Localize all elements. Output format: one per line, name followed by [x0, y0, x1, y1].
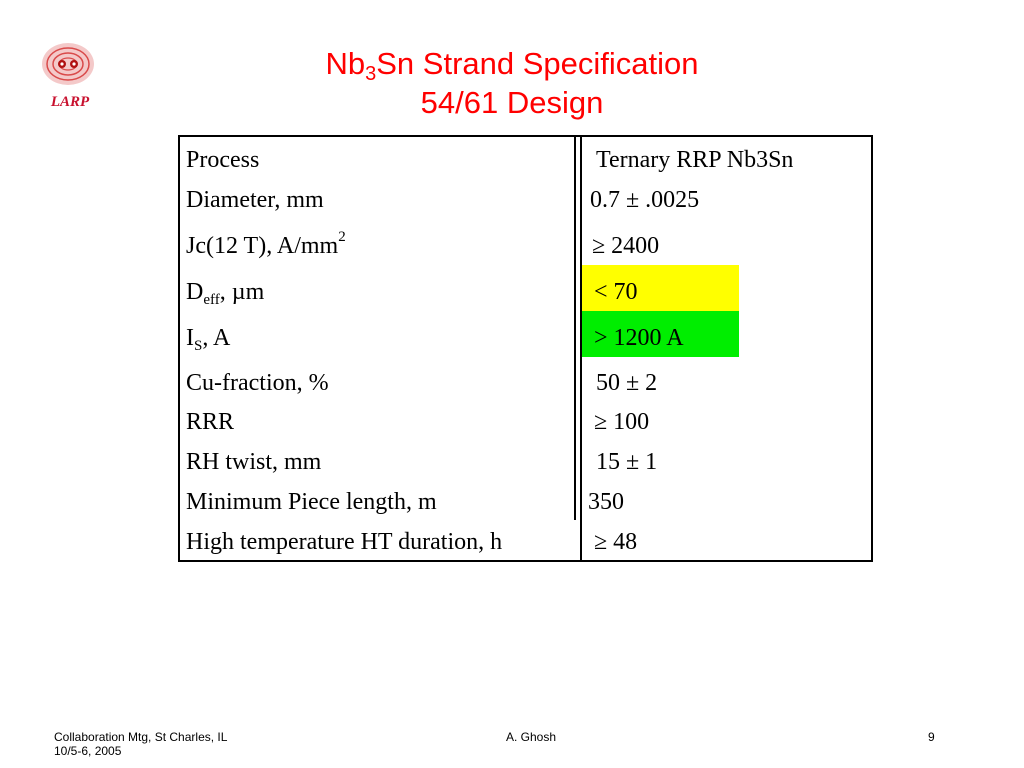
table-row: RRR ≥ 100	[180, 405, 871, 445]
table-row: Diameter, mm 0.7 ± .0025	[180, 183, 871, 223]
param-text: , A	[202, 325, 231, 351]
footer-author: A. Ghosh	[506, 730, 557, 744]
param-label: Jc(12 T), A/mm2	[186, 230, 346, 260]
table-row: Cu-fraction, % 50 ± 2	[180, 366, 871, 406]
table-row: Minimum Piece length, m 350	[180, 485, 871, 525]
param-label: High temperature HT duration, h	[186, 529, 503, 555]
param-superscript: 2	[338, 229, 346, 245]
param-label: Process	[186, 147, 260, 173]
table-row: Deff, µm < 70	[180, 275, 871, 315]
param-value: ≥ 2400	[592, 233, 660, 259]
title-line-1: Nb3Sn Strand Specification	[200, 44, 824, 85]
highlight-green	[582, 311, 739, 357]
param-value: ≥ 100	[594, 409, 650, 435]
table-row: RH twist, mm 15 ± 1	[180, 445, 871, 485]
logo-text: LARP	[50, 94, 90, 110]
param-label: Deff, µm	[186, 279, 265, 308]
param-value: > 1200 A	[594, 325, 684, 351]
param-subscript: eff	[203, 292, 220, 308]
footer-meeting: Collaboration Mtg, St Charles, IL 10/5-6…	[54, 730, 274, 758]
slide-title: Nb3Sn Strand Specification 54/61 Design	[200, 44, 824, 122]
param-text: I	[186, 325, 194, 351]
larp-logo-icon	[42, 43, 94, 85]
page-number: 9	[928, 730, 935, 744]
param-label: Diameter, mm	[186, 187, 324, 213]
param-value: 350	[588, 489, 624, 515]
param-value: 0.7 ± .0025	[590, 187, 700, 213]
param-text: D	[186, 279, 204, 305]
param-label: RRR	[186, 409, 235, 435]
param-label: Cu-fraction, %	[186, 370, 329, 396]
param-value: 50 ± 2	[596, 370, 658, 396]
param-text: Jc(12 T), A/mm	[186, 233, 339, 259]
title-line-2: 54/61 Design	[420, 85, 604, 120]
param-label: IS, A	[186, 325, 231, 354]
param-subscript: S	[194, 338, 203, 354]
title-subscript: 3	[365, 63, 377, 85]
param-value: 15 ± 1	[596, 449, 658, 475]
param-label: RH twist, mm	[186, 449, 322, 475]
footer-meeting-line-1: Collaboration Mtg, St Charles, IL	[54, 730, 228, 744]
param-value: Ternary RRP Nb3Sn	[596, 147, 794, 173]
table-row: IS, A > 1200 A	[180, 321, 871, 361]
title-part-2: Sn Strand Specification	[376, 46, 699, 81]
param-label: Minimum Piece length, m	[186, 489, 437, 515]
larp-logo: LARP	[38, 40, 98, 120]
column-divider	[574, 137, 576, 520]
table-row: High temperature HT duration, h ≥ 48	[180, 525, 871, 565]
table-row: Process Ternary RRP Nb3Sn	[180, 143, 871, 183]
footer-meeting-line-2: 10/5-6, 2005	[54, 744, 122, 758]
spec-table: Process Ternary RRP Nb3Sn Diameter, mm 0…	[178, 135, 873, 562]
param-value: ≥ 48	[594, 529, 638, 555]
title-part-1: Nb	[325, 46, 366, 81]
column-divider	[580, 137, 582, 560]
param-value: < 70	[594, 279, 638, 305]
param-text: , µm	[219, 279, 265, 305]
highlight-yellow	[582, 265, 739, 311]
table-row: Jc(12 T), A/mm2 ≥ 2400	[180, 229, 871, 269]
